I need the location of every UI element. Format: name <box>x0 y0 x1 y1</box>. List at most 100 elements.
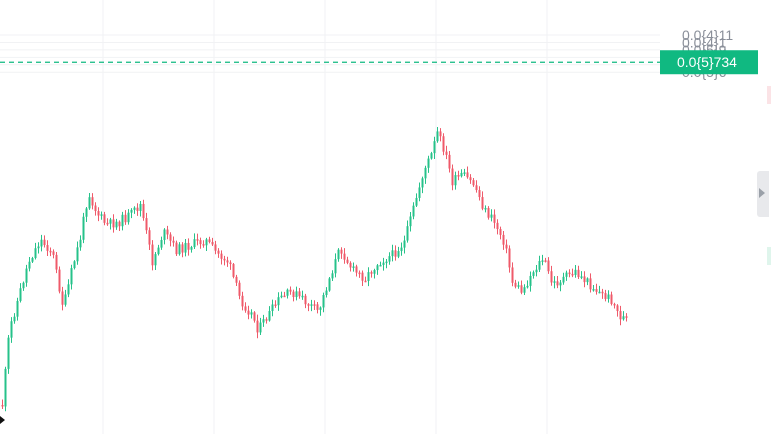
candle-down <box>244 302 247 313</box>
candle-down <box>316 302 319 314</box>
candle-down <box>340 247 343 259</box>
candle-down <box>283 291 286 298</box>
last-price-tag-bg <box>660 50 758 75</box>
candle-down <box>466 166 469 179</box>
candle-down <box>97 207 100 222</box>
candle-down <box>238 280 241 300</box>
candle-down <box>136 203 139 216</box>
candle-down <box>253 311 256 323</box>
candle-down <box>595 283 598 295</box>
candle-up <box>400 242 403 256</box>
last-price-tag: 0.0{5}734 <box>660 50 758 75</box>
candle-up <box>418 182 421 202</box>
price-axis[interactable]: 0.0{4}110.0{4}10.0{5}90.0{5}80.0{5}70.0{… <box>660 0 771 434</box>
candle-up <box>523 284 526 295</box>
candle-down <box>106 218 109 226</box>
candle-up <box>259 317 262 335</box>
candle-up <box>397 246 400 259</box>
candle-up <box>13 313 16 324</box>
candle-down <box>448 151 451 173</box>
candle-up <box>574 264 577 278</box>
candle-up <box>379 261 382 267</box>
candle-up <box>250 309 253 319</box>
candle-up <box>280 291 283 299</box>
candle-down <box>223 255 226 266</box>
candle-up <box>319 306 322 316</box>
axis-scroll-handle[interactable] <box>757 171 769 217</box>
candle-up <box>121 211 124 231</box>
candle-down <box>478 186 481 201</box>
candle-up <box>301 290 304 300</box>
candle-down <box>571 268 574 278</box>
candle-up <box>436 126 439 143</box>
candle-down <box>148 227 151 250</box>
y-tick-label: 0.0{4}11 <box>682 27 733 43</box>
candle-down <box>202 240 205 248</box>
candle-up <box>430 151 433 160</box>
candle-down <box>349 261 352 272</box>
candle-down <box>487 206 490 220</box>
candle-down <box>601 288 604 299</box>
candle-down <box>52 249 55 259</box>
candle-up <box>262 314 265 327</box>
candle-down <box>211 237 214 247</box>
candle-up <box>592 285 595 292</box>
candle-up <box>415 193 418 208</box>
candle-up <box>31 256 34 264</box>
candle-down <box>511 262 514 287</box>
candle-down <box>505 239 508 254</box>
candle-down <box>577 265 580 280</box>
candle-down <box>619 305 622 326</box>
candle-up <box>130 208 133 219</box>
candle-up <box>76 241 79 265</box>
candle-down <box>496 219 499 235</box>
candle-up <box>562 272 565 285</box>
candle-up <box>409 212 412 232</box>
candle-down <box>94 202 97 216</box>
cursor-arrow-icon <box>0 416 5 424</box>
edge-marker-green <box>767 247 771 265</box>
candle-down <box>151 240 154 271</box>
candle-down <box>61 286 64 311</box>
candle-up <box>541 254 544 266</box>
candle-up <box>88 193 91 210</box>
candle-down <box>313 300 316 311</box>
candle-down <box>241 291 244 311</box>
candle-down <box>124 210 127 225</box>
edge-marker-red <box>767 86 771 104</box>
candle-down <box>49 247 52 257</box>
candle-down <box>298 287 301 299</box>
candlestick-plot-area[interactable] <box>0 0 660 434</box>
candle-up <box>367 267 370 287</box>
candle-down <box>364 276 367 283</box>
candle-down <box>91 193 94 210</box>
candle-down <box>499 226 502 240</box>
candle-down <box>217 248 220 258</box>
candle-up <box>268 306 271 322</box>
candle-down <box>520 280 523 295</box>
candle-down <box>196 233 199 246</box>
candle-down <box>256 314 259 339</box>
candle-up <box>421 176 424 194</box>
candle-down <box>442 133 445 156</box>
candle-up <box>7 335 10 374</box>
candle-up <box>325 287 328 298</box>
candle-down <box>226 256 229 267</box>
candle-up <box>79 235 82 251</box>
candle-up <box>433 136 436 160</box>
candle-down <box>229 260 232 270</box>
candle-up <box>322 292 325 313</box>
candle-down <box>142 199 145 221</box>
candle-up <box>454 171 457 190</box>
candle-down <box>265 317 268 324</box>
candle-down <box>547 257 550 274</box>
candle-up <box>37 242 40 254</box>
candle-down <box>394 245 397 261</box>
candle-down <box>469 174 472 184</box>
candle-up <box>517 281 520 289</box>
candle-down <box>118 220 121 232</box>
candle-up <box>559 280 562 292</box>
candle-down <box>214 240 217 255</box>
candle-down <box>46 240 49 256</box>
